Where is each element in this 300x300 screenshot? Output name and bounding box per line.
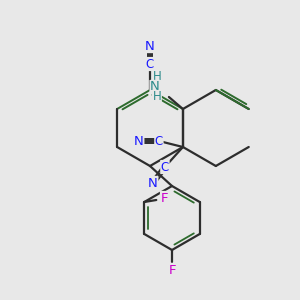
- Text: N: N: [134, 134, 144, 148]
- Text: F: F: [160, 191, 168, 205]
- Text: C: C: [146, 58, 154, 70]
- Text: H: H: [152, 70, 161, 83]
- Text: H: H: [152, 91, 161, 103]
- Text: C: C: [161, 160, 169, 173]
- Text: N: N: [148, 176, 158, 190]
- Text: F: F: [168, 263, 176, 277]
- Text: N: N: [145, 40, 155, 52]
- Text: C: C: [155, 134, 163, 148]
- Text: N: N: [150, 80, 160, 94]
